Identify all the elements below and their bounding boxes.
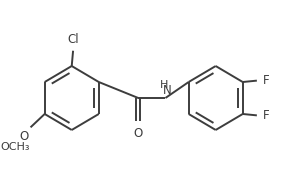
Text: N: N: [162, 84, 171, 97]
Text: O: O: [20, 130, 29, 142]
Text: Cl: Cl: [67, 33, 79, 46]
Text: O: O: [134, 127, 143, 140]
Text: OCH₃: OCH₃: [1, 142, 30, 152]
Text: H: H: [160, 80, 168, 90]
Text: F: F: [263, 74, 269, 87]
Text: F: F: [263, 109, 269, 122]
